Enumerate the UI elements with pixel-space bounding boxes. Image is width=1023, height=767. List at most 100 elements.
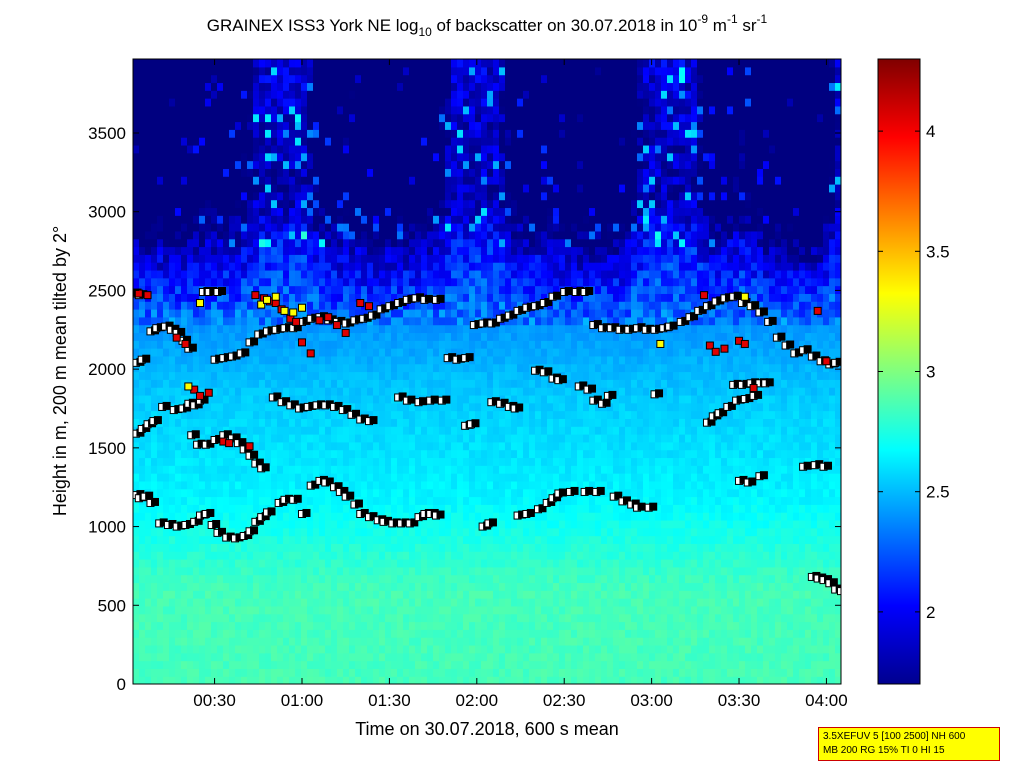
heatmap-cell [391, 449, 398, 459]
heatmap-cell [295, 480, 302, 490]
heatmap-cell [451, 434, 458, 443]
heatmap-cell [283, 551, 290, 560]
heatmap-cell [337, 527, 344, 537]
heatmap-cell [505, 527, 512, 537]
heatmap-cell [289, 144, 296, 154]
heatmap-cell [145, 512, 152, 521]
heatmap-cell [133, 574, 140, 584]
heatmap-cell [319, 113, 326, 123]
heatmap-cell [439, 465, 446, 474]
heatmap-cell [205, 191, 212, 201]
heatmap-cell [307, 262, 314, 271]
heatmap-cell [289, 543, 296, 552]
heatmap-cell [241, 144, 248, 154]
heatmap-cell [355, 480, 362, 490]
heatmap-cell [331, 582, 338, 591]
heatmap-cell [457, 168, 464, 177]
heatmap-cell [187, 535, 194, 544]
heatmap-cell [289, 527, 296, 537]
heatmap-cell [193, 559, 200, 568]
heatmap-cell [253, 480, 260, 490]
heatmap-cell [469, 543, 476, 552]
heatmap-cell [247, 238, 254, 248]
heatmap-cell [175, 176, 182, 185]
heatmap-cell [463, 285, 470, 294]
heatmap-cell [493, 379, 500, 388]
heatmap-cell [463, 551, 470, 560]
heatmap-cell [211, 379, 218, 388]
heatmap-cell [481, 473, 488, 482]
heatmap-cell [289, 394, 296, 404]
heatmap-cell [259, 176, 266, 185]
heatmap-cell [355, 293, 362, 302]
heatmap-cell [433, 254, 440, 263]
heatmap-cell [313, 410, 320, 419]
heatmap-cell [241, 629, 248, 638]
heatmap-cell [157, 668, 164, 677]
heatmap-cell [481, 293, 488, 302]
heatmap-cell [373, 590, 380, 599]
heatmap-cell [187, 559, 194, 568]
heatmap-cell [373, 613, 380, 623]
heatmap-cell [289, 277, 296, 287]
heatmap-cell [481, 207, 488, 216]
heatmap-cell [331, 59, 338, 68]
heatmap-cell [373, 340, 380, 349]
heatmap-cell [445, 160, 452, 169]
heatmap-cell [193, 144, 200, 154]
heatmap-cell [211, 574, 218, 584]
heatmap-cell [463, 207, 470, 216]
heatmap-cell [271, 355, 278, 365]
heatmap-cell [289, 504, 296, 513]
heatmap-cell [139, 418, 146, 427]
heatmap-cell [151, 293, 158, 302]
heatmap-cell [151, 262, 158, 271]
heatmap-cell [271, 316, 278, 326]
heatmap-cell [463, 598, 470, 607]
heatmap-cell [193, 285, 200, 294]
heatmap-cell [439, 535, 446, 544]
heatmap-cell [367, 223, 374, 232]
heatmap-cell [151, 590, 158, 599]
heatmap-cell [397, 379, 404, 388]
heatmap-cell [319, 660, 326, 669]
heatmap-cell [253, 301, 260, 310]
heatmap-cell [133, 410, 140, 419]
heatmap-cell [337, 152, 344, 162]
heatmap-cell [331, 355, 338, 365]
heatmap-cell [499, 449, 506, 459]
heatmap-cell [421, 98, 428, 107]
heatmap-cell [289, 66, 296, 76]
heatmap-cell [211, 223, 218, 232]
heatmap-cell [415, 676, 422, 684]
heatmap-cell [253, 348, 260, 357]
heatmap-cell [397, 184, 404, 193]
heatmap-cell [157, 246, 164, 255]
heatmap-cell [253, 496, 260, 505]
heatmap-cell [373, 379, 380, 388]
heatmap-cell [403, 363, 410, 373]
heatmap-cell [433, 551, 440, 560]
heatmap-cell [205, 316, 212, 326]
heatmap-cell [289, 387, 296, 396]
heatmap-cell [229, 238, 236, 248]
heatmap-cell [241, 613, 248, 623]
heatmap-cell [337, 82, 344, 91]
heatmap-cell [367, 527, 374, 537]
heatmap-cell [259, 309, 266, 318]
heatmap-cell [427, 277, 434, 287]
heatmap-cell [319, 387, 326, 396]
heatmap-cell [505, 457, 512, 466]
heatmap-cell [355, 613, 362, 623]
heatmap-cell [295, 387, 302, 396]
heatmap-cell [499, 82, 506, 91]
heatmap-cell [505, 473, 512, 482]
heatmap-cell [265, 371, 272, 380]
heatmap-cell [235, 144, 242, 154]
heatmap-cell [211, 184, 218, 193]
heatmap-cell [289, 410, 296, 419]
heatmap-cell [325, 566, 332, 576]
heatmap-cell [217, 449, 224, 459]
heatmap-cell [355, 277, 362, 287]
heatmap-cell [223, 121, 230, 130]
